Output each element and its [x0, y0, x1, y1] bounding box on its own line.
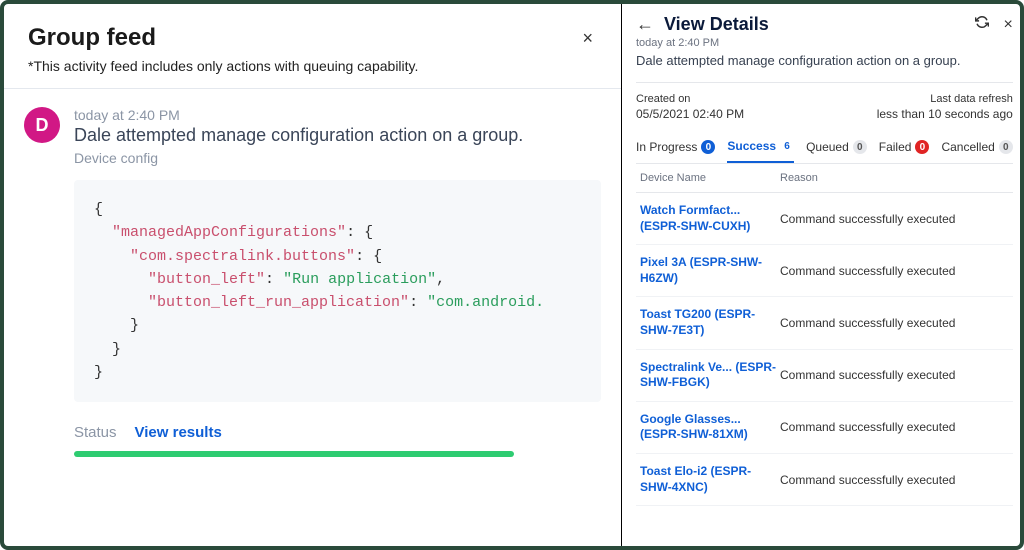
tab-success[interactable]: Success6: [727, 133, 794, 163]
reason-text: Command successfully executed: [780, 473, 1009, 487]
table-row: Toast TG200 (ESPR-SHW-7E3T)Command succe…: [636, 297, 1013, 349]
back-icon[interactable]: ←: [636, 14, 654, 35]
device-name-link[interactable]: Google Glasses...(ESPR-SHW-81XM): [640, 412, 780, 443]
device-name-link[interactable]: Toast TG200 (ESPR-SHW-7E3T): [640, 307, 780, 338]
badge-count: 0: [915, 140, 929, 154]
table-row: Spectralink Ve... (ESPR-SHW-FBGK)Command…: [636, 350, 1013, 402]
group-feed-subtitle: *This activity feed includes only action…: [28, 58, 418, 74]
group-feed-panel: Group feed *This activity feed includes …: [4, 4, 622, 546]
reason-text: Command successfully executed: [780, 420, 1009, 434]
table-row: Watch Formfact...(ESPR-SHW-CUXH)Command …: [636, 193, 1013, 245]
tab-queued[interactable]: Queued0: [806, 133, 867, 163]
view-results-link[interactable]: View results: [135, 424, 222, 441]
close-icon[interactable]: ×: [578, 24, 597, 53]
feed-timestamp: today at 2:40 PM: [74, 107, 601, 123]
table-row: Google Glasses...(ESPR-SHW-81XM)Command …: [636, 402, 1013, 454]
device-name-link[interactable]: Toast Elo-i2 (ESPR-SHW-4XNC): [640, 464, 780, 495]
details-title: View Details: [664, 14, 965, 35]
last-refresh: Last data refresh less than 10 seconds a…: [877, 93, 1013, 121]
badge-count: 6: [780, 139, 794, 153]
tab-in-progress[interactable]: In Progress0: [636, 133, 715, 163]
tab-cancelled[interactable]: Cancelled0: [941, 133, 1012, 163]
device-name-link[interactable]: Spectralink Ve... (ESPR-SHW-FBGK): [640, 360, 780, 391]
badge-count: 0: [853, 140, 867, 154]
header-text-block: Group feed *This activity feed includes …: [28, 24, 418, 74]
device-name-link[interactable]: Watch Formfact...(ESPR-SHW-CUXH): [640, 203, 780, 234]
details-close-icon[interactable]: ×: [1003, 16, 1012, 34]
details-header: ← View Details ×: [636, 14, 1013, 35]
feed-content: today at 2:40 PM Dale attempted manage c…: [74, 107, 601, 457]
device-table-body: Watch Formfact...(ESPR-SHW-CUXH)Command …: [636, 193, 1013, 506]
tab-failed[interactable]: Failed0: [879, 133, 930, 163]
status-row: Status View results: [74, 424, 601, 441]
group-feed-header: Group feed *This activity feed includes …: [4, 4, 621, 89]
refresh-icon[interactable]: [975, 15, 989, 34]
created-on: Created on 05/5/2021 02:40 PM: [636, 93, 744, 121]
badge-count: 0: [701, 140, 715, 154]
col-device-name: Device Name: [640, 172, 780, 184]
avatar: D: [24, 107, 60, 143]
reason-text: Command successfully executed: [780, 316, 1009, 330]
progress-bar: [74, 451, 514, 457]
details-description: Dale attempted manage configuration acti…: [636, 53, 1013, 68]
feed-item: D today at 2:40 PM Dale attempted manage…: [4, 89, 621, 467]
details-meta: Created on 05/5/2021 02:40 PM Last data …: [636, 82, 1013, 121]
table-row: Toast Elo-i2 (ESPR-SHW-4XNC)Command succ…: [636, 454, 1013, 506]
config-code-block: { "managedAppConfigurations": { "com.spe…: [74, 180, 601, 402]
badge-count: 0: [999, 140, 1013, 154]
reason-text: Command successfully executed: [780, 212, 1009, 226]
table-row: Pixel 3A (ESPR-SHW-H6ZW)Command successf…: [636, 245, 1013, 297]
details-timestamp: today at 2:40 PM: [636, 37, 1013, 49]
reason-text: Command successfully executed: [780, 264, 1009, 278]
feed-headline: Dale attempted manage configuration acti…: [74, 125, 601, 146]
app-frame: Group feed *This activity feed includes …: [0, 0, 1024, 550]
status-tabs: In Progress0 Success6 Queued0 Failed0 Cancel…: [636, 133, 1013, 164]
col-reason: Reason: [780, 172, 1009, 184]
view-details-panel: ← View Details × today at 2:40 PM Dale a…: [622, 4, 1024, 546]
group-feed-title: Group feed: [28, 24, 418, 52]
device-table-header: Device Name Reason: [636, 164, 1013, 193]
reason-text: Command successfully executed: [780, 368, 1009, 382]
status-label: Status: [74, 424, 117, 441]
feed-category: Device config: [74, 150, 601, 166]
device-name-link[interactable]: Pixel 3A (ESPR-SHW-H6ZW): [640, 255, 780, 286]
